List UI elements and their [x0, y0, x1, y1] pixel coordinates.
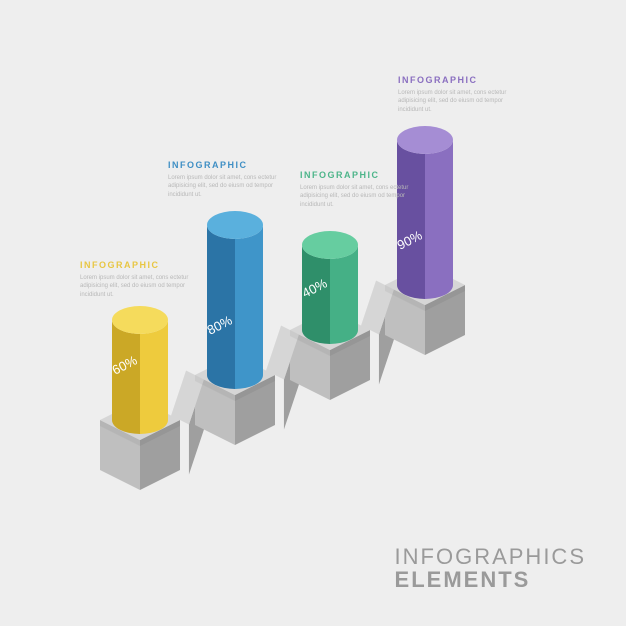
cylinder-c4: 90% [395, 126, 453, 299]
cylinder-c2: 80% [205, 211, 263, 389]
footer-title: INFOGRAPHICS ELEMENTS [395, 545, 586, 591]
label-block-c3: INFOGRAPHIC Lorem ipsum dolor sit amet, c… [300, 170, 410, 209]
label-body: Lorem ipsum dolor sit amet, cons ectetur… [398, 89, 508, 114]
cylinder-c1: 60% [110, 306, 168, 434]
label-heading: INFOGRAPHIC [300, 170, 410, 180]
label-block-c2: INFOGRAPHIC Lorem ipsum dolor sit amet, c… [168, 160, 278, 199]
infographic-stage: 90% 40% 80% 60% INFOGRAPHICS ELEMENTS INFOG… [0, 0, 626, 626]
label-heading: INFOGRAPHIC [398, 75, 508, 85]
footer-line2: ELEMENTS [395, 568, 586, 591]
label-body: Lorem ipsum dolor sit amet, cons ectetur… [80, 274, 190, 299]
label-body: Lorem ipsum dolor sit amet, cons ectetur… [168, 174, 278, 199]
infographic-svg: 90% 40% 80% 60% [0, 0, 626, 626]
label-block-c4: INFOGRAPHIC Lorem ipsum dolor sit amet, c… [398, 75, 508, 114]
cylinder-c3: 40% [300, 231, 358, 344]
label-heading: INFOGRAPHIC [80, 260, 190, 270]
label-block-c1: INFOGRAPHIC Lorem ipsum dolor sit amet, c… [80, 260, 190, 299]
label-heading: INFOGRAPHIC [168, 160, 278, 170]
label-body: Lorem ipsum dolor sit amet, cons ectetur… [300, 184, 410, 209]
footer-line1: INFOGRAPHICS [395, 545, 586, 568]
